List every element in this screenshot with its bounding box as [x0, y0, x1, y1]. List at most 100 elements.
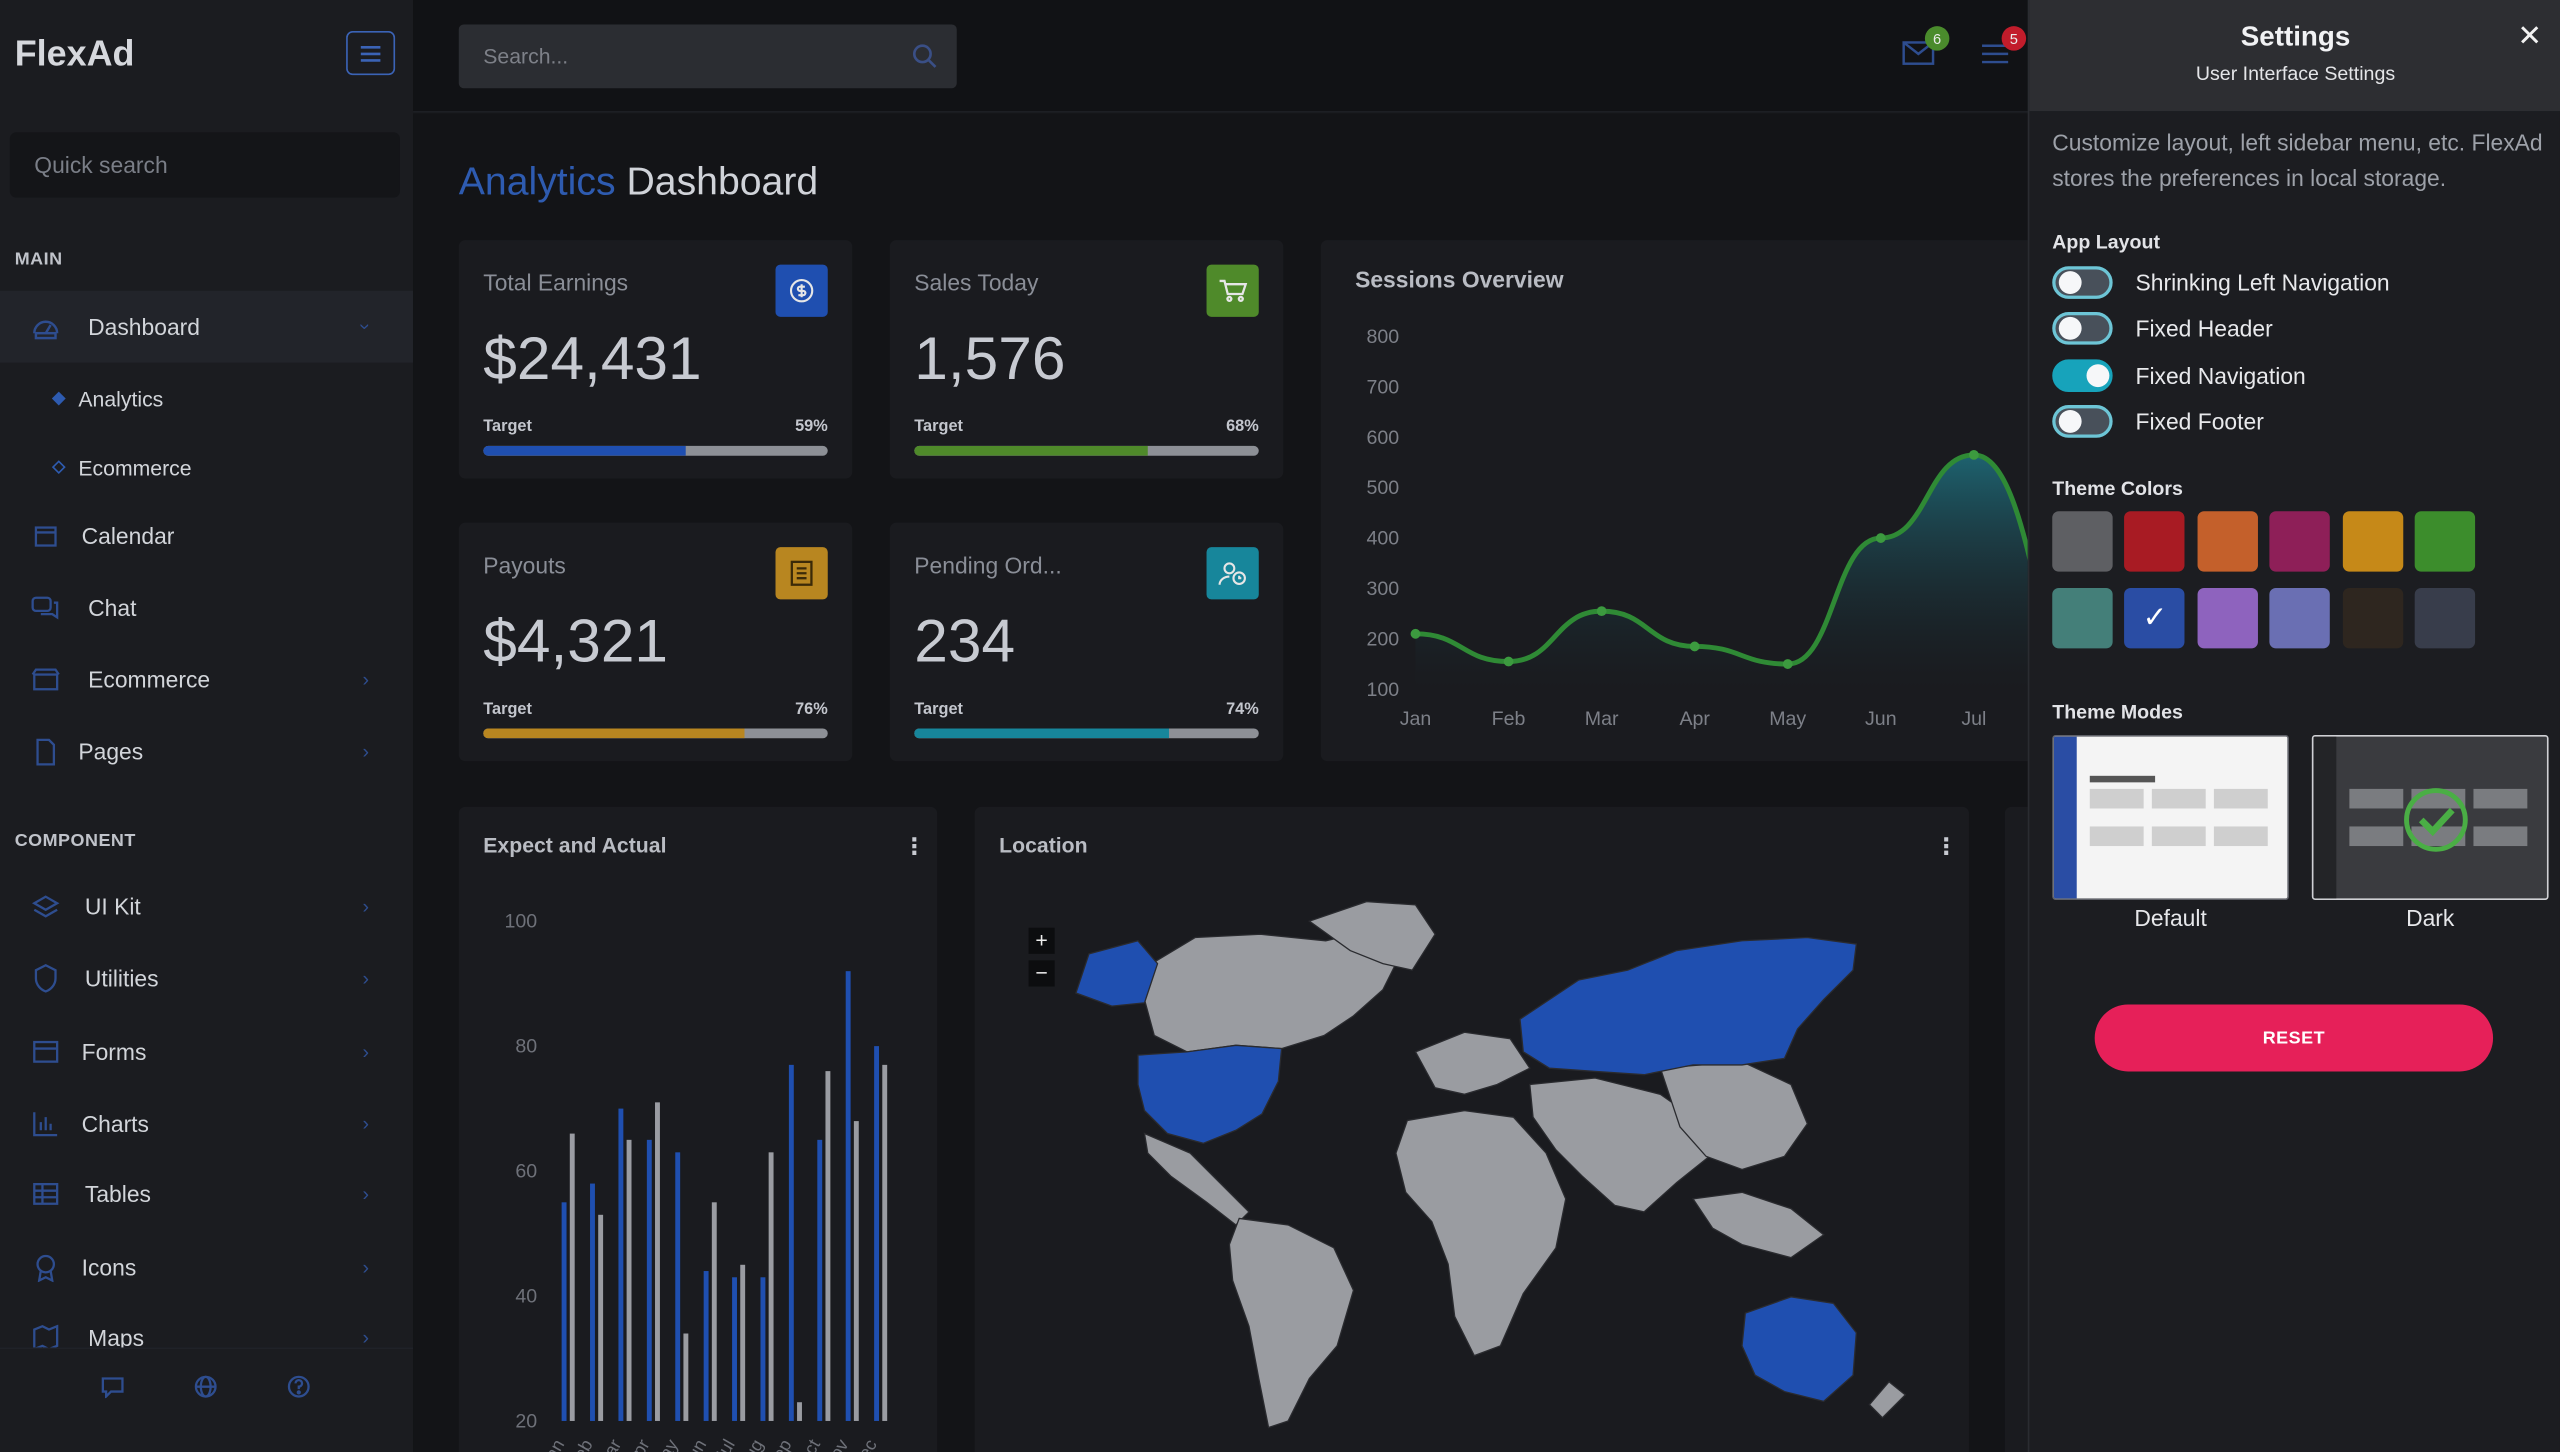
- sidebar-item-pages[interactable]: Pages ›: [0, 715, 413, 787]
- theme-color-swatch[interactable]: [2269, 511, 2331, 572]
- badge-icon: [31, 1253, 60, 1283]
- map-zoom-out-button[interactable]: −: [1028, 960, 1055, 987]
- x-tick-label: Oct: [793, 1436, 824, 1452]
- sidebar-item-charts[interactable]: Charts ›: [0, 1088, 413, 1160]
- x-tick-label: Nov: [819, 1436, 852, 1452]
- sidebar-subitem-analytics[interactable]: Analytics: [0, 374, 413, 423]
- bar: [760, 1277, 766, 1421]
- toggle-row-fixed-header[interactable]: Fixed Header: [2052, 310, 2273, 346]
- settings-title: Settings: [2240, 21, 2351, 53]
- chevron-right-icon: ›: [362, 966, 369, 990]
- sidebar-item-chat[interactable]: Chat: [0, 572, 413, 644]
- settings-subtitle: User Interface Settings: [2195, 62, 2396, 85]
- sidebar-item-tables[interactable]: Tables ›: [0, 1158, 413, 1230]
- bar: [788, 1064, 794, 1421]
- receipt-icon: [775, 547, 828, 600]
- toggle-row-fixed-footer[interactable]: Fixed Footer: [2052, 403, 2264, 439]
- bar: [561, 1202, 567, 1421]
- y-tick-label: 500: [1367, 477, 1400, 499]
- close-icon[interactable]: ✕: [2517, 19, 2543, 53]
- theme-color-swatch[interactable]: [2052, 511, 2113, 572]
- theme-color-swatch[interactable]: [2124, 511, 2186, 572]
- sessions-area: [1415, 454, 2040, 690]
- search-input[interactable]: Search...: [458, 24, 957, 89]
- chevron-right-icon: ›: [362, 739, 369, 763]
- theme-color-swatch[interactable]: [2197, 587, 2258, 649]
- more-options-icon[interactable]: ⋮: [1934, 832, 1958, 860]
- check-circle-icon: [2404, 788, 2468, 852]
- brand-logo[interactable]: FlexAd: [14, 32, 135, 74]
- theme-color-swatch[interactable]: [2342, 511, 2403, 572]
- chevron-right-icon: ›: [362, 1182, 369, 1206]
- theme-color-swatch[interactable]: [2197, 511, 2258, 572]
- x-tick-label: Jan: [537, 1436, 569, 1452]
- y-tick-label: 100: [1367, 679, 1400, 701]
- theme-color-swatch[interactable]: [2414, 587, 2476, 649]
- theme-color-swatch[interactable]: [2414, 511, 2476, 572]
- quick-search-input[interactable]: Quick search: [9, 132, 400, 198]
- reset-button[interactable]: RESET: [2094, 1004, 2494, 1072]
- sidebar-item-dashboard[interactable]: Dashboard ›: [0, 290, 414, 363]
- fixed-footer-toggle[interactable]: [2052, 405, 2113, 438]
- x-tick-label: Jul: [710, 1436, 739, 1452]
- toggle-knob: [2086, 364, 2110, 388]
- theme-color-swatch[interactable]: ✓: [2124, 587, 2186, 649]
- fixed-navigation-toggle[interactable]: [2052, 359, 2113, 392]
- sidebar-item-forms[interactable]: Forms ›: [0, 1016, 413, 1088]
- world-map[interactable]: [975, 807, 1969, 1452]
- sidebar-item-calendar[interactable]: Calendar: [0, 500, 413, 572]
- fixed-header-toggle[interactable]: [2052, 311, 2113, 345]
- page-title-accent: Analytics: [458, 160, 616, 205]
- chat-icon: [31, 593, 60, 622]
- theme-color-swatch[interactable]: [2269, 587, 2331, 649]
- chat-bubble-icon[interactable]: [98, 1372, 127, 1401]
- stat-target-label: Target: [483, 700, 532, 719]
- sidebar-item-label: UI Kit: [84, 893, 141, 920]
- x-tick-label: Aug: [734, 1436, 767, 1452]
- chevron-right-icon: ›: [362, 895, 369, 918]
- x-tick-label: Jun: [679, 1436, 711, 1452]
- sidebar-item-icons[interactable]: Icons ›: [0, 1232, 413, 1304]
- sidebar-item-label: Dashboard: [88, 313, 200, 340]
- theme-color-swatch[interactable]: [2052, 587, 2113, 649]
- toggle-row-fixed-navigation[interactable]: Fixed Navigation: [2052, 358, 2306, 394]
- map-zoom-in-button[interactable]: +: [1028, 927, 1055, 954]
- stat-title: Pending Ord...: [914, 552, 1062, 579]
- bar: [618, 1108, 624, 1421]
- menu-toggle-button[interactable]: [346, 31, 396, 76]
- more-options-icon[interactable]: ⋮: [902, 832, 926, 860]
- stat-card-sales-today: Sales Today 1,576 Target 68%: [889, 240, 1284, 479]
- toggle-label: Shrinking Left Navigation: [2135, 269, 2390, 296]
- chevron-right-icon: ›: [362, 1326, 369, 1350]
- mail-button[interactable]: 6: [1900, 26, 1950, 72]
- x-tick-label: Dec: [848, 1436, 881, 1452]
- chevron-right-icon: ›: [362, 1112, 369, 1136]
- sidebar-item-ecommerce[interactable]: Ecommerce ›: [0, 644, 413, 716]
- theme-mode-default[interactable]: [2052, 734, 2289, 900]
- page-title-rest: Dashboard: [626, 160, 819, 205]
- x-tick-label: Apr: [1679, 708, 1710, 730]
- y-tick-label: 400: [1367, 528, 1400, 550]
- sidebar-item-label: Chat: [88, 594, 137, 621]
- notifications-button[interactable]: 5: [1977, 26, 2027, 72]
- toggle-knob: [2058, 271, 2082, 294]
- toggle-row-shrinking-nav[interactable]: Shrinking Left Navigation: [2052, 265, 2390, 301]
- globe-icon[interactable]: [191, 1372, 220, 1401]
- chevron-right-icon: ›: [362, 1040, 369, 1064]
- stat-value: 1,576: [914, 325, 1066, 392]
- bullet-icon: [51, 391, 66, 406]
- sidebar-item-utilities[interactable]: Utilities ›: [0, 942, 413, 1014]
- progress-fill: [483, 445, 687, 456]
- stat-value: 234: [914, 607, 1016, 675]
- sidebar-item-label: Forms: [81, 1038, 147, 1065]
- theme-mode-dark[interactable]: [2311, 734, 2549, 900]
- shrinking-nav-toggle[interactable]: [2052, 266, 2113, 299]
- progress-fill: [914, 728, 1170, 739]
- y-tick-label: 100: [504, 911, 537, 933]
- page-title: Analytics Dashboard: [459, 160, 818, 206]
- theme-color-swatch[interactable]: [2342, 587, 2403, 649]
- sidebar-item-ui-kit[interactable]: UI Kit ›: [0, 871, 413, 943]
- sidebar-subitem-ecommerce[interactable]: Ecommerce: [0, 443, 413, 492]
- search-icon[interactable]: [911, 42, 937, 68]
- help-icon[interactable]: [284, 1372, 313, 1401]
